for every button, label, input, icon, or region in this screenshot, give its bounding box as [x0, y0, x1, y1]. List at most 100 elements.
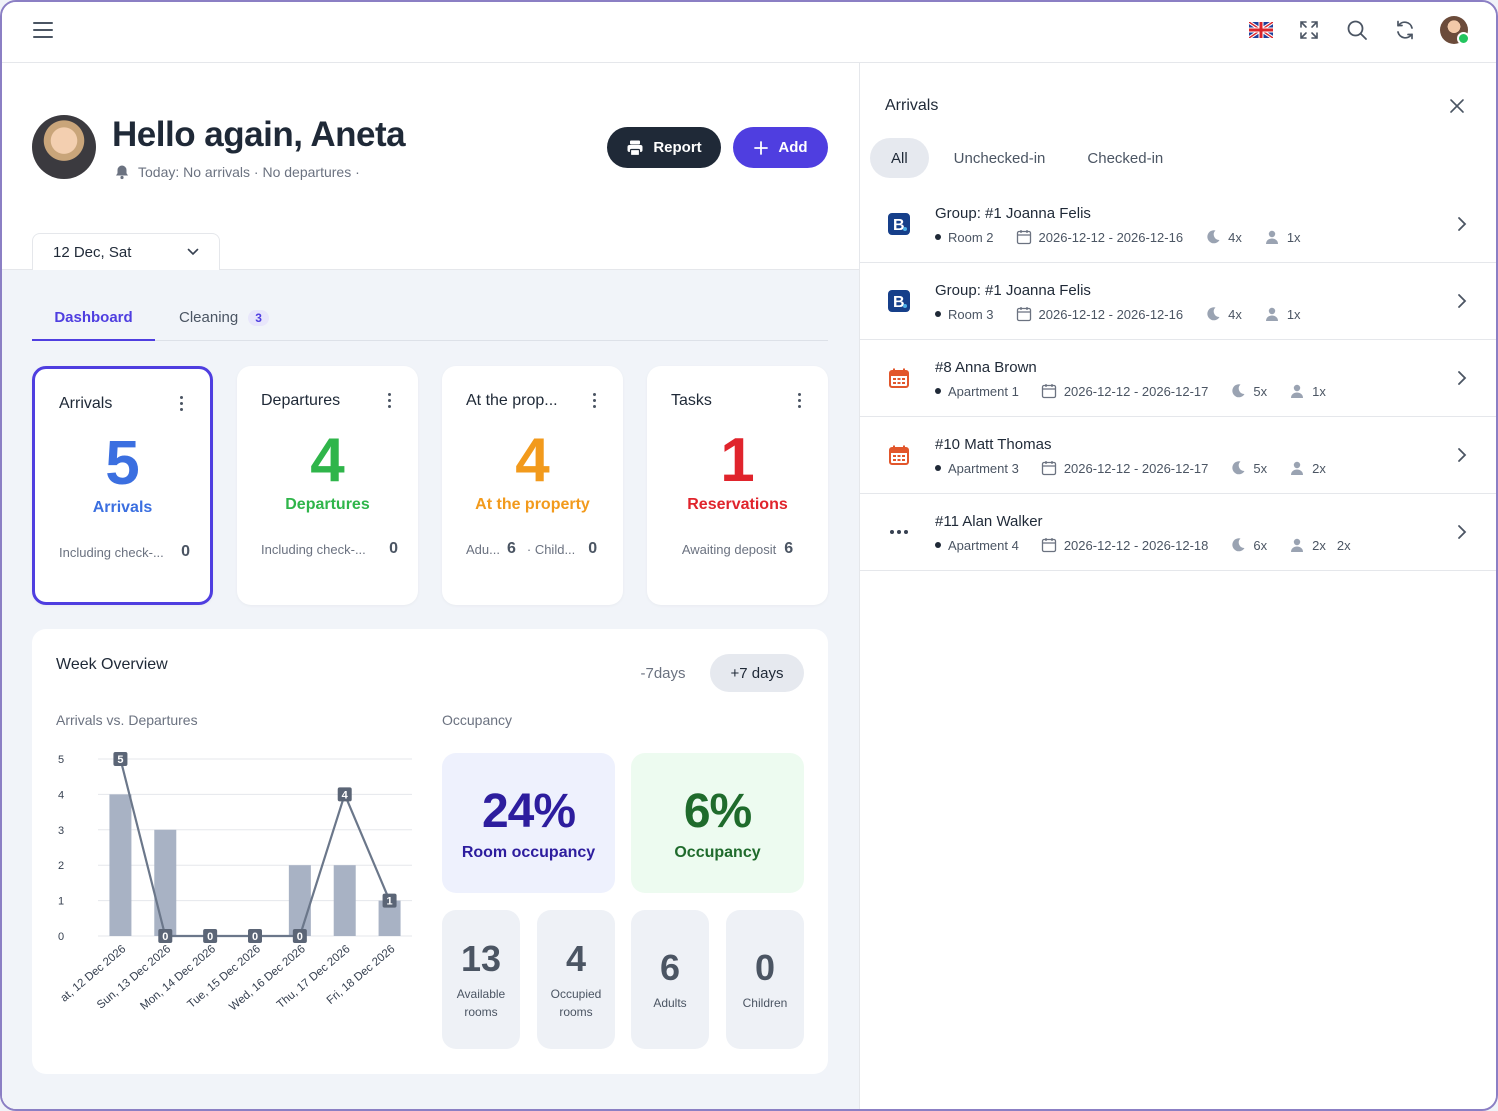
next-7days-button[interactable]: +7 days — [710, 654, 804, 692]
reservation-meta: Room 3 2026-12-12 - 2026-12-16 4x 1x — [935, 306, 1301, 322]
calendar-small-icon — [1041, 384, 1056, 399]
date-selector[interactable]: 12 Dec, Sat — [32, 233, 220, 270]
y-tick-label: 2 — [58, 860, 64, 872]
y-tick-label: 4 — [58, 789, 64, 801]
date-range: 2026-12-12 - 2026-12-16 — [1038, 229, 1184, 245]
stat-label: Available rooms — [456, 986, 506, 1019]
at-property-card[interactable]: At the prop... 4 At the property Adu... 6… — [442, 366, 623, 605]
arrivals-panel-title: Arrivals — [885, 97, 939, 114]
arrival-row[interactable]: #10 Matt Thomas Apartment 3 2026-12-12 - 2… — [860, 417, 1496, 494]
footer-label: Including check-... — [261, 541, 366, 557]
more-vertical-icon[interactable] — [388, 393, 392, 409]
point-marker — [203, 929, 218, 943]
arrival-row[interactable]: #8 Anna Brown Apartment 1 2026-12-12 - 202… — [860, 340, 1496, 417]
filter-all[interactable]: All — [870, 138, 929, 178]
unit-name: Apartment 1 — [948, 383, 1019, 399]
reservation-meta: Apartment 4 2026-12-12 - 2026-12-18 6x 2x 2x — [935, 537, 1351, 553]
plus-icon — [754, 140, 769, 155]
guest-name: #8 Anna Brown — [935, 359, 1037, 376]
close-icon[interactable] — [1448, 97, 1466, 115]
unit-name: Apartment 4 — [948, 537, 1019, 553]
point-marker — [292, 929, 307, 943]
nights-count: 5x — [1253, 383, 1268, 399]
person-icon — [1265, 230, 1278, 244]
top-bar — [2, 2, 1496, 63]
data-label: 0 — [297, 931, 303, 943]
y-tick-label: 3 — [58, 825, 64, 837]
moon-icon — [1232, 538, 1245, 552]
week-overview-panel: Week Overview -7days +7 days Arrivals vs… — [32, 629, 828, 1074]
occupancy-title: Occupancy — [442, 712, 513, 728]
arrival-row[interactable]: #11 Alan Walker Apartment 4 2026-12-12 - 2… — [860, 494, 1496, 571]
booking-icon: B — [887, 289, 911, 313]
children-stat: 0 Children — [726, 910, 804, 1049]
menu-icon[interactable] — [33, 22, 53, 38]
footer-value: 6 — [784, 540, 794, 557]
user-avatar[interactable] — [1440, 16, 1470, 45]
guest-name: Group: #1 Joanna Felis — [935, 205, 1091, 222]
moon-icon — [1207, 307, 1220, 321]
calendar-small-icon — [1016, 230, 1031, 245]
arrivals-card[interactable]: Arrivals 5 Arrivals Including check-... 0 — [32, 366, 213, 605]
y-tick-label: 0 — [58, 931, 64, 943]
refresh-icon[interactable] — [1392, 17, 1418, 43]
dashboard-tabs: Dashboard Cleaning 3 — [32, 303, 828, 341]
reservation-meta: Apartment 3 2026-12-12 - 2026-12-17 5x 2x — [935, 460, 1326, 476]
status-dot — [935, 465, 941, 471]
more-vertical-icon[interactable] — [593, 393, 597, 409]
arrival-row[interactable]: B Group: #1 Joanna Felis Room 3 2026-12-12 … — [860, 263, 1496, 340]
report-button[interactable]: Report — [607, 127, 721, 168]
occupancy-box: 6% Occupancy — [631, 753, 804, 893]
date-range: 2026-12-12 - 2026-12-17 — [1063, 383, 1209, 399]
chevron-right-icon[interactable] — [1457, 447, 1467, 463]
chevron-right-icon[interactable] — [1457, 293, 1467, 309]
fullscreen-icon[interactable] — [1296, 17, 1322, 43]
date-value: 12 Dec, Sat — [53, 243, 132, 261]
occupancy-label: Occupancy — [674, 844, 761, 861]
bell-icon — [116, 165, 128, 180]
tab-dashboard-label: Dashboard — [54, 309, 133, 326]
data-label: 0 — [207, 931, 213, 943]
tasks-card[interactable]: Tasks 1 Reservations Awaiting deposit 6 — [647, 366, 828, 605]
data-label: 4 — [342, 789, 349, 801]
uk-flag-icon[interactable] — [1248, 17, 1274, 43]
moon-icon — [1232, 384, 1245, 398]
stat-value: 6 — [659, 946, 681, 988]
chevron-right-icon[interactable] — [1457, 216, 1467, 232]
arrival-row[interactable]: B Group: #1 Joanna Felis Room 2 2026-12-12 … — [860, 186, 1496, 263]
tab-cleaning[interactable]: Cleaning 3 — [179, 303, 269, 341]
x-tick-label: Mon, 14 Dec 2026 — [138, 943, 218, 1013]
footer-value: 0 — [181, 543, 190, 560]
tab-dashboard[interactable]: Dashboard — [32, 303, 155, 341]
guest-name: Group: #1 Joanna Felis — [935, 282, 1091, 299]
prev-7days-button[interactable]: -7days — [640, 664, 686, 682]
unit-name: Room 3 — [948, 306, 994, 322]
search-icon[interactable] — [1344, 17, 1370, 43]
children-label: · Child... — [526, 541, 576, 557]
person-icon — [1291, 538, 1304, 552]
footer-label: Awaiting deposit — [681, 541, 777, 557]
bar — [154, 829, 177, 936]
card-footer: Including check-... 0 — [261, 540, 398, 558]
filter-checked-in[interactable]: Checked-in — [1087, 149, 1164, 167]
more-vertical-icon[interactable] — [180, 396, 184, 412]
more-vertical-icon[interactable] — [798, 393, 802, 409]
chevron-down-icon — [187, 248, 199, 256]
filter-unchecked-in[interactable]: Unchecked-in — [953, 149, 1046, 167]
y-tick-label: 1 — [58, 896, 64, 908]
chevron-right-icon[interactable] — [1457, 524, 1467, 540]
status-dot — [935, 234, 941, 240]
available-rooms-stat: 13 Available rooms — [442, 910, 520, 1049]
arrivals-list: B Group: #1 Joanna Felis Room 2 2026-12-12 … — [860, 186, 1496, 571]
add-button[interactable]: Add — [733, 127, 828, 168]
occupancy-value: 6% — [683, 785, 752, 838]
bar — [333, 865, 356, 936]
room-occupancy-box: 24% Room occupancy — [442, 753, 615, 893]
booking-icon: B — [887, 212, 911, 236]
departures-card[interactable]: Departures 4 Departures Including check-… — [237, 366, 418, 605]
today-summary: Today: No arrivals · No departures · — [114, 164, 360, 180]
guest-name: #10 Matt Thomas — [935, 436, 1052, 453]
chevron-right-icon[interactable] — [1457, 370, 1467, 386]
stat-label: Occupied rooms — [550, 986, 602, 1019]
